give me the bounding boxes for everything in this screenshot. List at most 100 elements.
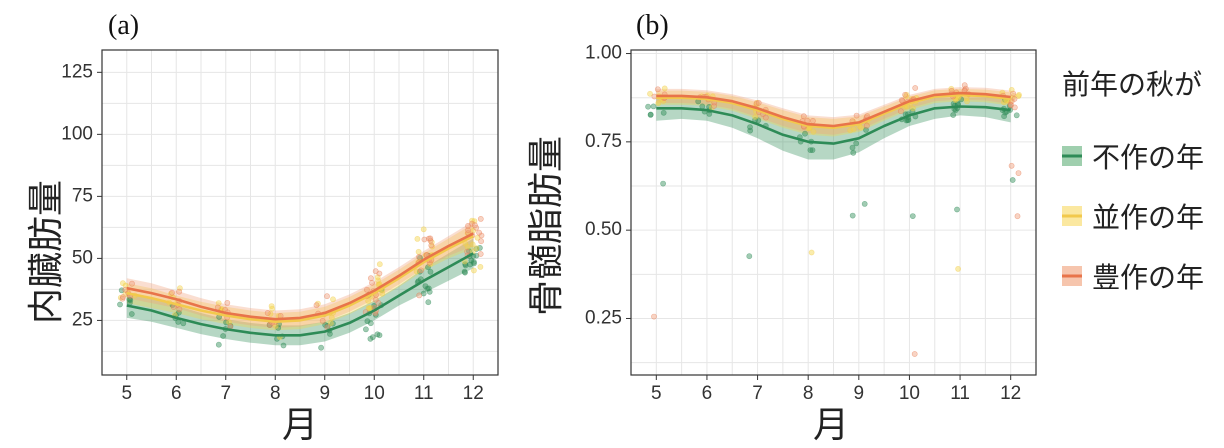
data-point (367, 320, 374, 327)
data-point (473, 245, 480, 252)
legend-label: 不作の年 (1092, 141, 1204, 174)
legend-label: 並作の年 (1092, 201, 1204, 234)
x-tick-label: 9 (319, 383, 330, 404)
series-line-3 (126, 232, 474, 321)
panel-a-lines (126, 232, 474, 337)
x-tick-label: 6 (171, 383, 182, 404)
x-tick-label: 5 (121, 383, 132, 404)
data-point (1010, 90, 1017, 97)
data-point (952, 107, 959, 113)
data-point (269, 305, 276, 312)
data-point (122, 282, 129, 289)
y-tick-label: 1.00 (585, 43, 622, 64)
data-point (117, 301, 123, 308)
data-point (807, 147, 814, 153)
data-point (425, 299, 432, 306)
data-point (473, 224, 480, 231)
data-point (465, 227, 471, 233)
panel-b-x-axis-title: 月 (813, 405, 849, 446)
confidence-band-1 (126, 238, 474, 346)
data-point (364, 318, 371, 325)
panel-b-lines (656, 91, 1011, 145)
x-tick-label: 7 (752, 383, 763, 404)
data-point (912, 85, 919, 91)
data-point (476, 229, 482, 236)
panel-a-plot-frame (101, 49, 499, 376)
data-point (465, 222, 471, 229)
data-point (470, 258, 477, 265)
legend-title: 前年の秋が (1062, 68, 1202, 101)
data-point (471, 222, 478, 229)
data-point (427, 235, 434, 242)
x-tick-label: 11 (414, 383, 434, 404)
data-point (755, 99, 762, 106)
data-point (802, 130, 808, 137)
data-point (422, 283, 429, 289)
data-point (911, 351, 918, 357)
data-point (464, 243, 471, 250)
x-tick-label: 11 (950, 383, 970, 404)
data-point (319, 317, 326, 324)
legend-label: 豊作の年 (1092, 261, 1204, 294)
x-tick-label: 6 (702, 383, 713, 404)
data-point (318, 344, 324, 351)
data-point (477, 263, 484, 270)
data-point (226, 319, 232, 326)
data-point (477, 251, 484, 257)
data-point (853, 112, 860, 119)
data-point (376, 261, 383, 268)
data-point (850, 126, 857, 133)
panel-a-bands (126, 221, 474, 346)
data-point (898, 108, 904, 115)
data-point (322, 322, 329, 328)
series-line-1 (656, 105, 1011, 145)
x-tick-label: 12 (1000, 383, 1021, 404)
data-point (127, 297, 134, 303)
data-point (861, 200, 868, 207)
data-point (645, 103, 651, 110)
data-point (313, 302, 320, 309)
y-tick-label: 75 (72, 185, 93, 206)
panel-a-x-axis-title: 月 (282, 405, 318, 446)
data-point (810, 128, 817, 135)
data-point (955, 265, 961, 272)
data-point (413, 268, 420, 275)
data-point (215, 341, 222, 348)
data-point (850, 149, 857, 156)
y-tick-label: 100 (61, 123, 93, 144)
data-point (1013, 112, 1020, 119)
confidence-band-3 (126, 221, 474, 328)
y-tick-label: 0.25 (585, 307, 622, 328)
data-point (470, 267, 477, 274)
data-point (898, 97, 905, 104)
data-point (272, 323, 279, 329)
data-point (427, 268, 434, 275)
y-tick-label: 25 (72, 309, 93, 330)
series-line-2 (126, 234, 474, 323)
series-line-1 (126, 252, 474, 337)
y-tick-label: 0.50 (585, 219, 622, 240)
x-tick-label: 10 (364, 383, 385, 404)
data-point (473, 252, 480, 259)
data-point (809, 147, 816, 153)
data-point (324, 293, 330, 300)
data-point (747, 124, 753, 130)
data-point (169, 289, 175, 296)
x-tick-label: 10 (899, 383, 920, 404)
panel-b-y-ticks: 0.25 0.50 0.75 1.00 (585, 43, 631, 328)
data-point (421, 236, 428, 243)
data-point (654, 86, 661, 93)
data-point (376, 332, 383, 339)
data-point (650, 103, 657, 110)
data-point (746, 253, 753, 260)
panel-label-b: (b) (636, 10, 669, 41)
data-point (327, 320, 334, 327)
panel-a: (a) 25 50 75 100 125 5 6 7 8 9 10 11 12 内臓肪量 月 (26, 10, 499, 446)
data-point (902, 91, 908, 98)
data-point (961, 82, 968, 89)
panel-b: (b) 0.25 0.50 0.75 1.00 5 6 7 8 9 10 11 12 骨髄脂肪量 月 (526, 10, 1037, 446)
data-point (863, 122, 870, 129)
data-point (362, 326, 369, 333)
